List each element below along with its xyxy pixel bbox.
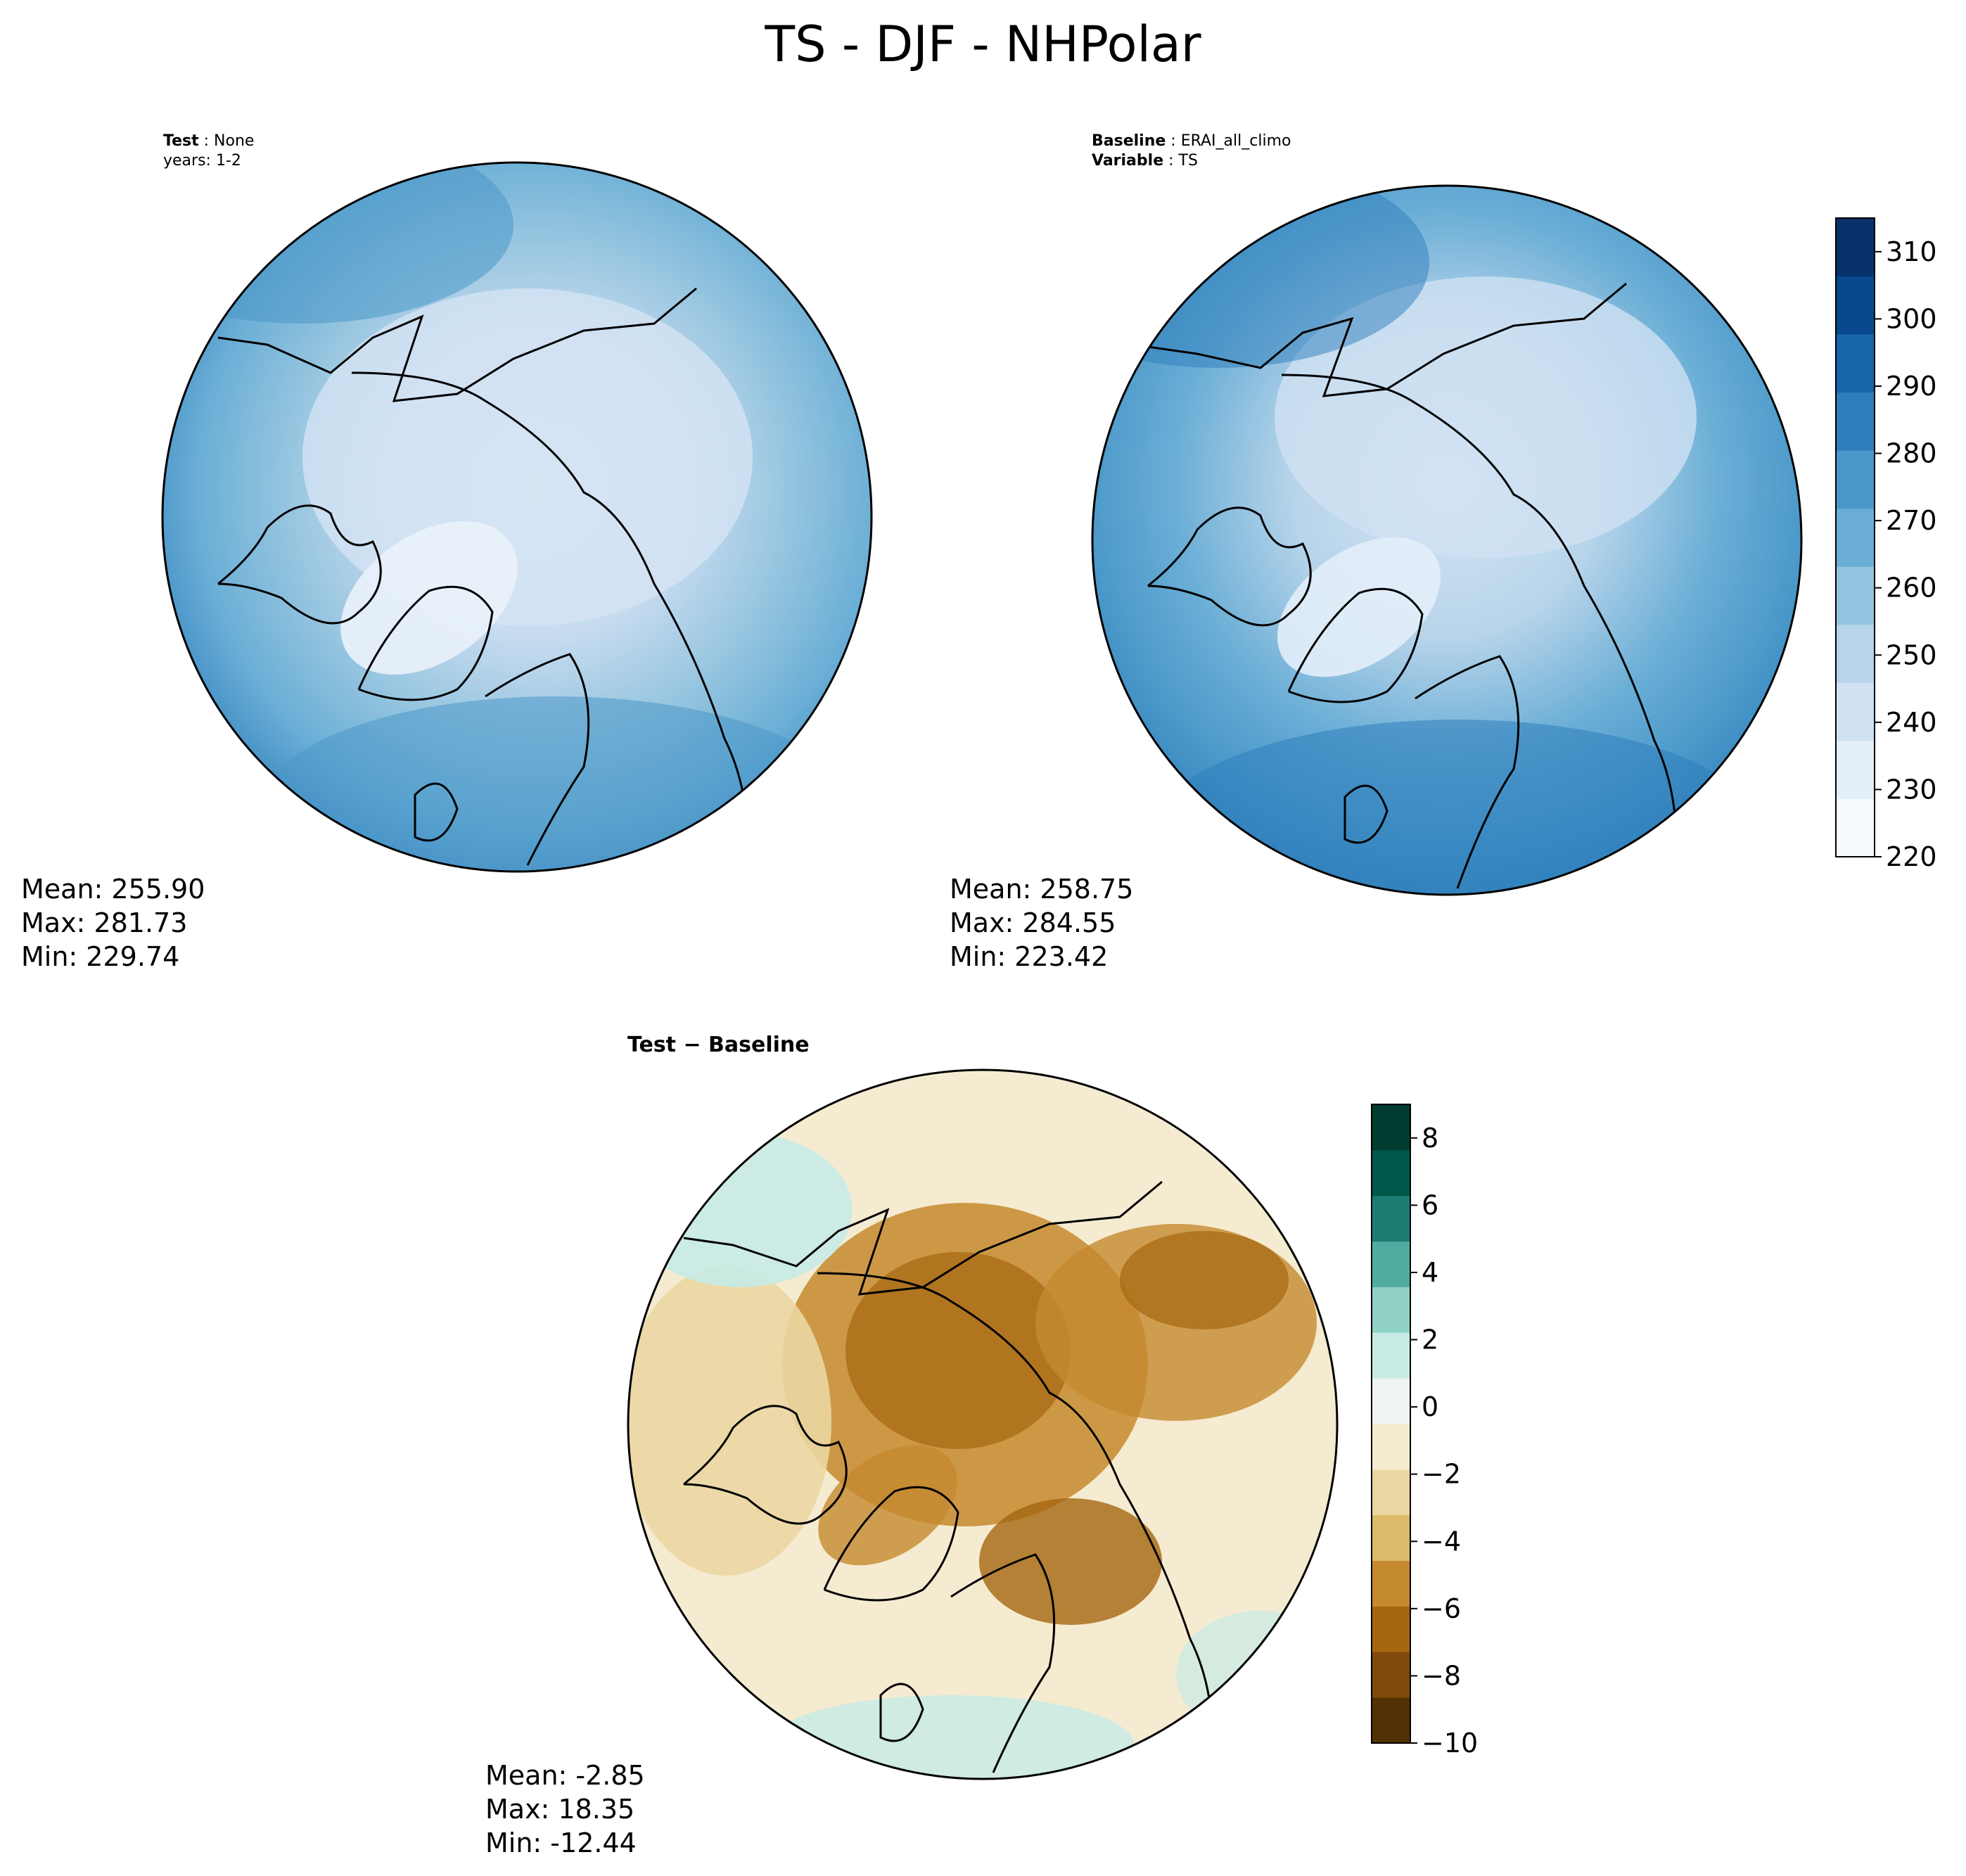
colorbar-segment (1372, 1697, 1410, 1744)
colorbar-segment (1836, 508, 1875, 567)
test-warm-atlantic (260, 696, 851, 872)
test-coastlines (217, 287, 852, 866)
colorbar-segment (1836, 682, 1875, 741)
test-warm-pacific (162, 162, 513, 324)
diff-east-warming (1176, 1611, 1338, 1737)
diff-greenland-cooling (818, 1445, 957, 1566)
colorbar-tick-label: 2 (1422, 1325, 1438, 1355)
diff-pacific-warming (627, 1132, 853, 1287)
baseline-label: Baseline : ERAI_all_climo (1092, 131, 1291, 152)
colorbar-tick-label: 220 (1886, 841, 1937, 872)
colorbar-segment (1372, 1514, 1410, 1562)
diff-mean: Mean: -2.85 (485, 1760, 645, 1791)
colorbar-segment (1372, 1378, 1410, 1424)
colorbar-segment (1836, 392, 1875, 451)
colorbar-segment (1836, 450, 1875, 509)
colorbar-segment (1836, 740, 1875, 799)
colorbar-segment (1372, 1149, 1410, 1197)
diff-atlantic-warming (768, 1695, 1134, 1780)
test-greenland-cold (340, 521, 518, 675)
baseline-variable-value: TS (1178, 152, 1198, 170)
baseline-polar-map (1091, 184, 1803, 896)
colorbar-tick-label: 240 (1886, 707, 1937, 738)
test-label-value: None (214, 132, 255, 150)
diff-title: Test − Baseline (627, 1033, 810, 1057)
colorbar-tick-label: 8 (1422, 1123, 1438, 1154)
colorbar-tick-label: −10 (1422, 1728, 1478, 1759)
colorbar-segment (1372, 1606, 1410, 1652)
baseline-variable-key: Variable (1092, 152, 1164, 170)
colorbar-tick-label: −6 (1422, 1593, 1461, 1624)
diff-colorbar: −10 −8 −6 −4 −2 0 2 4 6 8 (1371, 1104, 1478, 1759)
test-max: Max: 281.73 (21, 907, 188, 938)
colorbar-segment (1372, 1195, 1410, 1242)
colorbar-tick-label: 310 (1886, 236, 1937, 267)
colorbar-segment (1372, 1332, 1410, 1379)
diff-siberia-core (1120, 1231, 1289, 1329)
baseline-warm-pacific (1092, 185, 1429, 368)
colorbar-tick-label: 230 (1886, 774, 1937, 805)
test-polar-map (161, 161, 873, 873)
ts-colorbar: 220 230 240 250 260 270 280 290 300 310 (1835, 217, 1937, 872)
baseline-warm-atlantic (1148, 720, 1767, 895)
colorbar-tick-label: −2 (1422, 1459, 1461, 1490)
colorbar-tick-label: −4 (1422, 1526, 1461, 1557)
diff-scandinavia-cooling (979, 1498, 1162, 1625)
baseline-max: Max: 284.55 (950, 907, 1116, 938)
test-years: years: 1-2 (163, 152, 241, 170)
colorbar-segment (1372, 1560, 1410, 1607)
colorbar-tick-label: 260 (1886, 573, 1937, 604)
colorbar-segment (1836, 624, 1875, 683)
diff-north-america-mild (627, 1266, 831, 1576)
baseline-label-value: ERAI_all_climo (1180, 132, 1291, 150)
figure-title: TS - DJF - NHPolar (765, 15, 1201, 73)
diff-max: Max: 18.35 (485, 1794, 635, 1825)
colorbar-segment (1836, 566, 1875, 625)
test-label: Test : None (163, 131, 254, 152)
colorbar-segment (1372, 1424, 1410, 1470)
baseline-min: Min: 223.42 (950, 941, 1109, 972)
colorbar-segment (1836, 276, 1875, 335)
colorbar-tick-label: 300 (1886, 303, 1937, 334)
colorbar-tick-label: 0 (1422, 1391, 1438, 1422)
baseline-cold-region (1275, 276, 1697, 558)
colorbar-tick-label: 250 (1886, 639, 1937, 670)
test-min: Min: 229.74 (21, 941, 180, 972)
colorbar-segment (1372, 1469, 1410, 1516)
diff-min: Min: -12.44 (485, 1827, 637, 1858)
colorbar-tick-label: 270 (1886, 505, 1937, 536)
colorbar-tick-label: 290 (1886, 371, 1937, 402)
baseline-greenland-cold (1277, 537, 1441, 677)
test-mean: Mean: 255.90 (21, 874, 205, 905)
colorbar-tick-label: 280 (1886, 438, 1937, 469)
diff-polar-map (627, 1068, 1339, 1780)
baseline-variable: Variable : TS (1092, 151, 1198, 172)
baseline-label-key: Baseline (1092, 132, 1166, 150)
colorbar-frame (1371, 1104, 1411, 1744)
colorbar-frame (1835, 217, 1875, 857)
colorbar-tick-label: 4 (1422, 1257, 1438, 1288)
baseline-mean: Mean: 258.75 (950, 874, 1134, 905)
colorbar-segment (1836, 334, 1875, 393)
baseline-variable-sep: : (1163, 152, 1179, 170)
test-label-sep: : (198, 132, 215, 150)
colorbar-segment (1372, 1287, 1410, 1333)
colorbar-tick-label: 6 (1422, 1189, 1438, 1220)
colorbar-segment (1372, 1241, 1410, 1287)
colorbar-segment (1372, 1104, 1410, 1151)
colorbar-segment (1836, 798, 1875, 857)
colorbar-segment (1836, 218, 1875, 277)
diff-arctic-core (845, 1252, 1071, 1449)
baseline-label-sep: : (1166, 132, 1181, 150)
test-label-key: Test (163, 132, 199, 150)
colorbar-segment (1372, 1652, 1410, 1698)
colorbar-tick-label: −8 (1422, 1660, 1461, 1691)
